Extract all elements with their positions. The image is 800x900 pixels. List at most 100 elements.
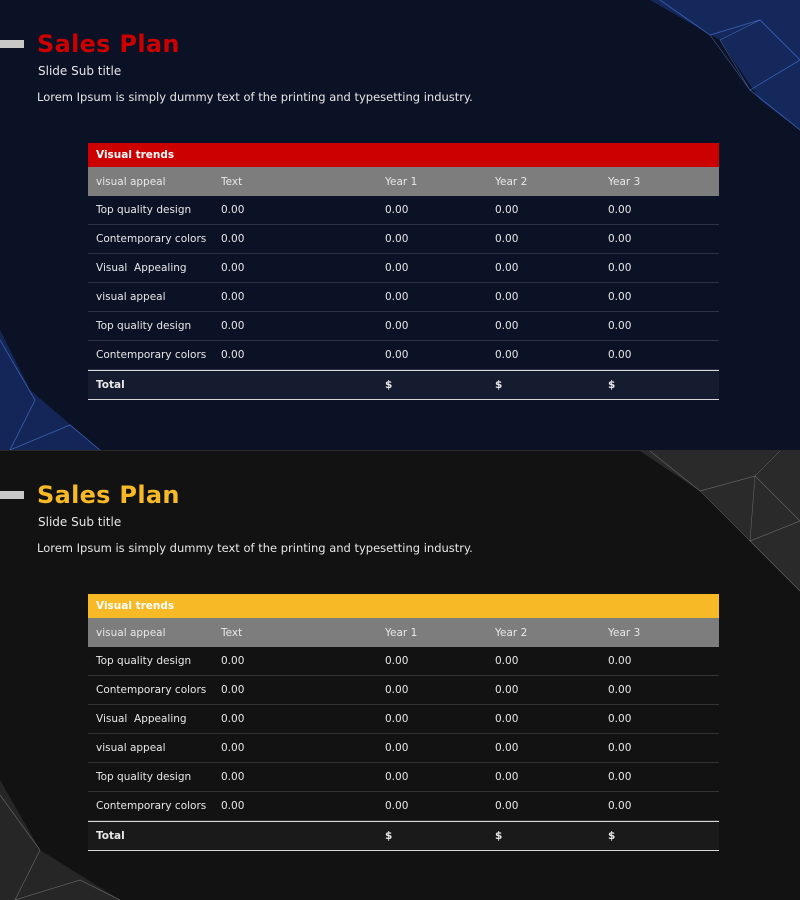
table-cell: 0.00 [495, 771, 519, 783]
table-cell: 0.00 [608, 713, 632, 725]
total-value: $ [495, 830, 503, 842]
total-value: $ [385, 830, 393, 842]
table-cell: 0.00 [385, 713, 409, 725]
table-row: Top quality design 0.00 0.00 0.00 0.00 [88, 647, 719, 676]
table-cell: 0.00 [221, 713, 245, 725]
table-row: Contemporary colors 0.00 0.00 0.00 0.00 [88, 792, 719, 821]
table-cell: Visual Appealing [96, 262, 187, 274]
polygon-decoration-top-right [640, 451, 800, 592]
total-label: Total [96, 379, 125, 391]
table-cell: 0.00 [221, 204, 245, 216]
table-cell: 0.00 [221, 233, 245, 245]
total-value: $ [608, 379, 616, 391]
column-header: visual appeal [96, 626, 166, 639]
table-cell: 0.00 [385, 320, 409, 332]
table-cell: 0.00 [385, 742, 409, 754]
column-header: Year 3 [608, 175, 641, 188]
table-row: Contemporary colors 0.00 0.00 0.00 0.00 [88, 225, 719, 254]
slide-body-text: Lorem Ipsum is simply dummy text of the … [37, 90, 473, 104]
table-cell: 0.00 [608, 349, 632, 361]
table-cell: 0.00 [608, 291, 632, 303]
title-tab-marker [0, 40, 24, 48]
table-cell: 0.00 [385, 291, 409, 303]
table-cell: 0.00 [385, 684, 409, 696]
table-cell: 0.00 [385, 233, 409, 245]
table-cell: 0.00 [608, 742, 632, 754]
column-header: Text [221, 175, 243, 188]
column-header: Year 1 [385, 175, 418, 188]
table-cell: 0.00 [608, 771, 632, 783]
table-cell: 0.00 [608, 262, 632, 274]
table-total-row: Total $ $ $ [88, 821, 719, 851]
table-row: visual appeal 0.00 0.00 0.00 0.00 [88, 734, 719, 763]
table-cell: 0.00 [221, 291, 245, 303]
table-cell: 0.00 [495, 349, 519, 361]
total-value: $ [385, 379, 393, 391]
table-cell: 0.00 [221, 742, 245, 754]
table-cell: 0.00 [495, 204, 519, 216]
table-column-headers: visual appeal Text Year 1 Year 2 Year 3 [88, 618, 719, 647]
column-header: Year 3 [608, 626, 641, 639]
table-cell: 0.00 [221, 771, 245, 783]
table-cell: Top quality design [96, 204, 192, 216]
table-cell: 0.00 [221, 262, 245, 274]
total-label: Total [96, 830, 125, 842]
table-cell: Contemporary colors [96, 800, 207, 812]
table-row: Visual Appealing 0.00 0.00 0.00 0.00 [88, 705, 719, 734]
table-cell: Contemporary colors [96, 233, 207, 245]
table-row: Contemporary colors 0.00 0.00 0.00 0.00 [88, 341, 719, 370]
slide-title: Sales Plan [37, 30, 180, 58]
table-row: Visual Appealing 0.00 0.00 0.00 0.00 [88, 254, 719, 283]
table-cell: 0.00 [608, 233, 632, 245]
table-total-row: Total $ $ $ [88, 370, 719, 400]
table-cell: 0.00 [495, 684, 519, 696]
table-cell: Top quality design [96, 320, 192, 332]
column-header: Year 1 [385, 626, 418, 639]
column-header: Year 2 [495, 626, 528, 639]
table-cell: visual appeal [96, 291, 166, 303]
slide-title: Sales Plan [37, 481, 180, 509]
table-cell: 0.00 [608, 655, 632, 667]
table-header: Visual trends [88, 594, 719, 618]
title-tab-marker [0, 491, 24, 499]
table-cell: 0.00 [495, 291, 519, 303]
table-cell: Contemporary colors [96, 684, 207, 696]
table-cell: 0.00 [495, 655, 519, 667]
column-header: visual appeal [96, 175, 166, 188]
table-cell: Top quality design [96, 771, 192, 783]
slide-body-text: Lorem Ipsum is simply dummy text of the … [37, 541, 473, 555]
table-cell: 0.00 [495, 320, 519, 332]
table-cell: Contemporary colors [96, 349, 207, 361]
table-cell: 0.00 [385, 349, 409, 361]
table-cell: 0.00 [385, 800, 409, 812]
table-row: Contemporary colors 0.00 0.00 0.00 0.00 [88, 676, 719, 705]
table-row: Top quality design 0.00 0.00 0.00 0.00 [88, 196, 719, 225]
table-cell: visual appeal [96, 742, 166, 754]
table-cell: 0.00 [608, 204, 632, 216]
table-cell: 0.00 [221, 349, 245, 361]
sales-plan-table: Visual trends visual appeal Text Year 1 … [88, 594, 719, 851]
table-cell: 0.00 [385, 655, 409, 667]
table-row: Top quality design 0.00 0.00 0.00 0.00 [88, 763, 719, 792]
table-cell: Visual Appealing [96, 713, 187, 725]
total-value: $ [495, 379, 503, 391]
slide-gray: Sales Plan Slide Sub title Lorem Ipsum i… [0, 450, 800, 900]
table-cell: 0.00 [385, 204, 409, 216]
table-cell: Top quality design [96, 655, 192, 667]
polygon-decoration-top-right [650, 0, 800, 131]
table-column-headers: visual appeal Text Year 1 Year 2 Year 3 [88, 167, 719, 196]
table-cell: 0.00 [495, 233, 519, 245]
sales-plan-table: Visual trends visual appeal Text Year 1 … [88, 143, 719, 400]
slide-subtitle: Slide Sub title [38, 64, 122, 78]
table-cell: 0.00 [608, 320, 632, 332]
column-header: Year 2 [495, 175, 528, 188]
table-cell: 0.00 [221, 800, 245, 812]
table-cell: 0.00 [221, 320, 245, 332]
slide-subtitle: Slide Sub title [38, 515, 122, 529]
table-cell: 0.00 [495, 800, 519, 812]
table-row: Top quality design 0.00 0.00 0.00 0.00 [88, 312, 719, 341]
table-header: Visual trends [88, 143, 719, 167]
table-cell: 0.00 [385, 771, 409, 783]
table-row: visual appeal 0.00 0.00 0.00 0.00 [88, 283, 719, 312]
table-cell: 0.00 [608, 684, 632, 696]
